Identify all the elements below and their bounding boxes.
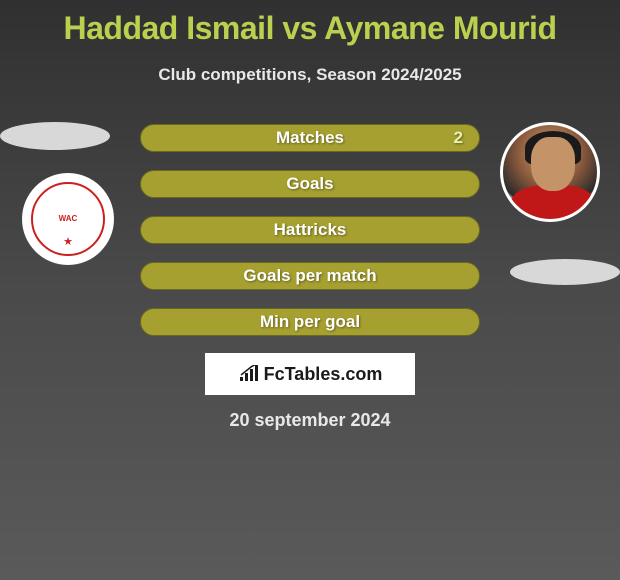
stat-hattricks: Hattricks <box>140 216 480 244</box>
stat-value: 2 <box>454 128 463 148</box>
stat-label: Min per goal <box>260 312 360 332</box>
subtitle: Club competitions, Season 2024/2025 <box>0 65 620 85</box>
fctables-attribution: FcTables.com <box>205 353 415 395</box>
fctables-label: FcTables.com <box>264 364 383 385</box>
club-name: WAC <box>59 215 78 223</box>
left-player-placeholder <box>0 122 110 150</box>
right-player-placeholder <box>510 259 620 285</box>
stat-label: Goals per match <box>243 266 376 286</box>
report-date: 20 september 2024 <box>0 410 620 431</box>
stat-label: Hattricks <box>274 220 347 240</box>
stat-label: Goals <box>286 174 333 194</box>
club-logo: WAC ★ <box>22 173 114 265</box>
stat-matches: Matches 2 <box>140 124 480 152</box>
page-title: Haddad Ismail vs Aymane Mourid <box>0 0 620 47</box>
stat-goals-per-match: Goals per match <box>140 262 480 290</box>
stat-min-per-goal: Min per goal <box>140 308 480 336</box>
stat-goals: Goals <box>140 170 480 198</box>
stats-container: Matches 2 Goals Hattricks Goals per matc… <box>140 124 480 354</box>
stat-label: Matches <box>276 128 344 148</box>
chart-icon <box>238 365 260 383</box>
player-avatar <box>500 122 600 222</box>
